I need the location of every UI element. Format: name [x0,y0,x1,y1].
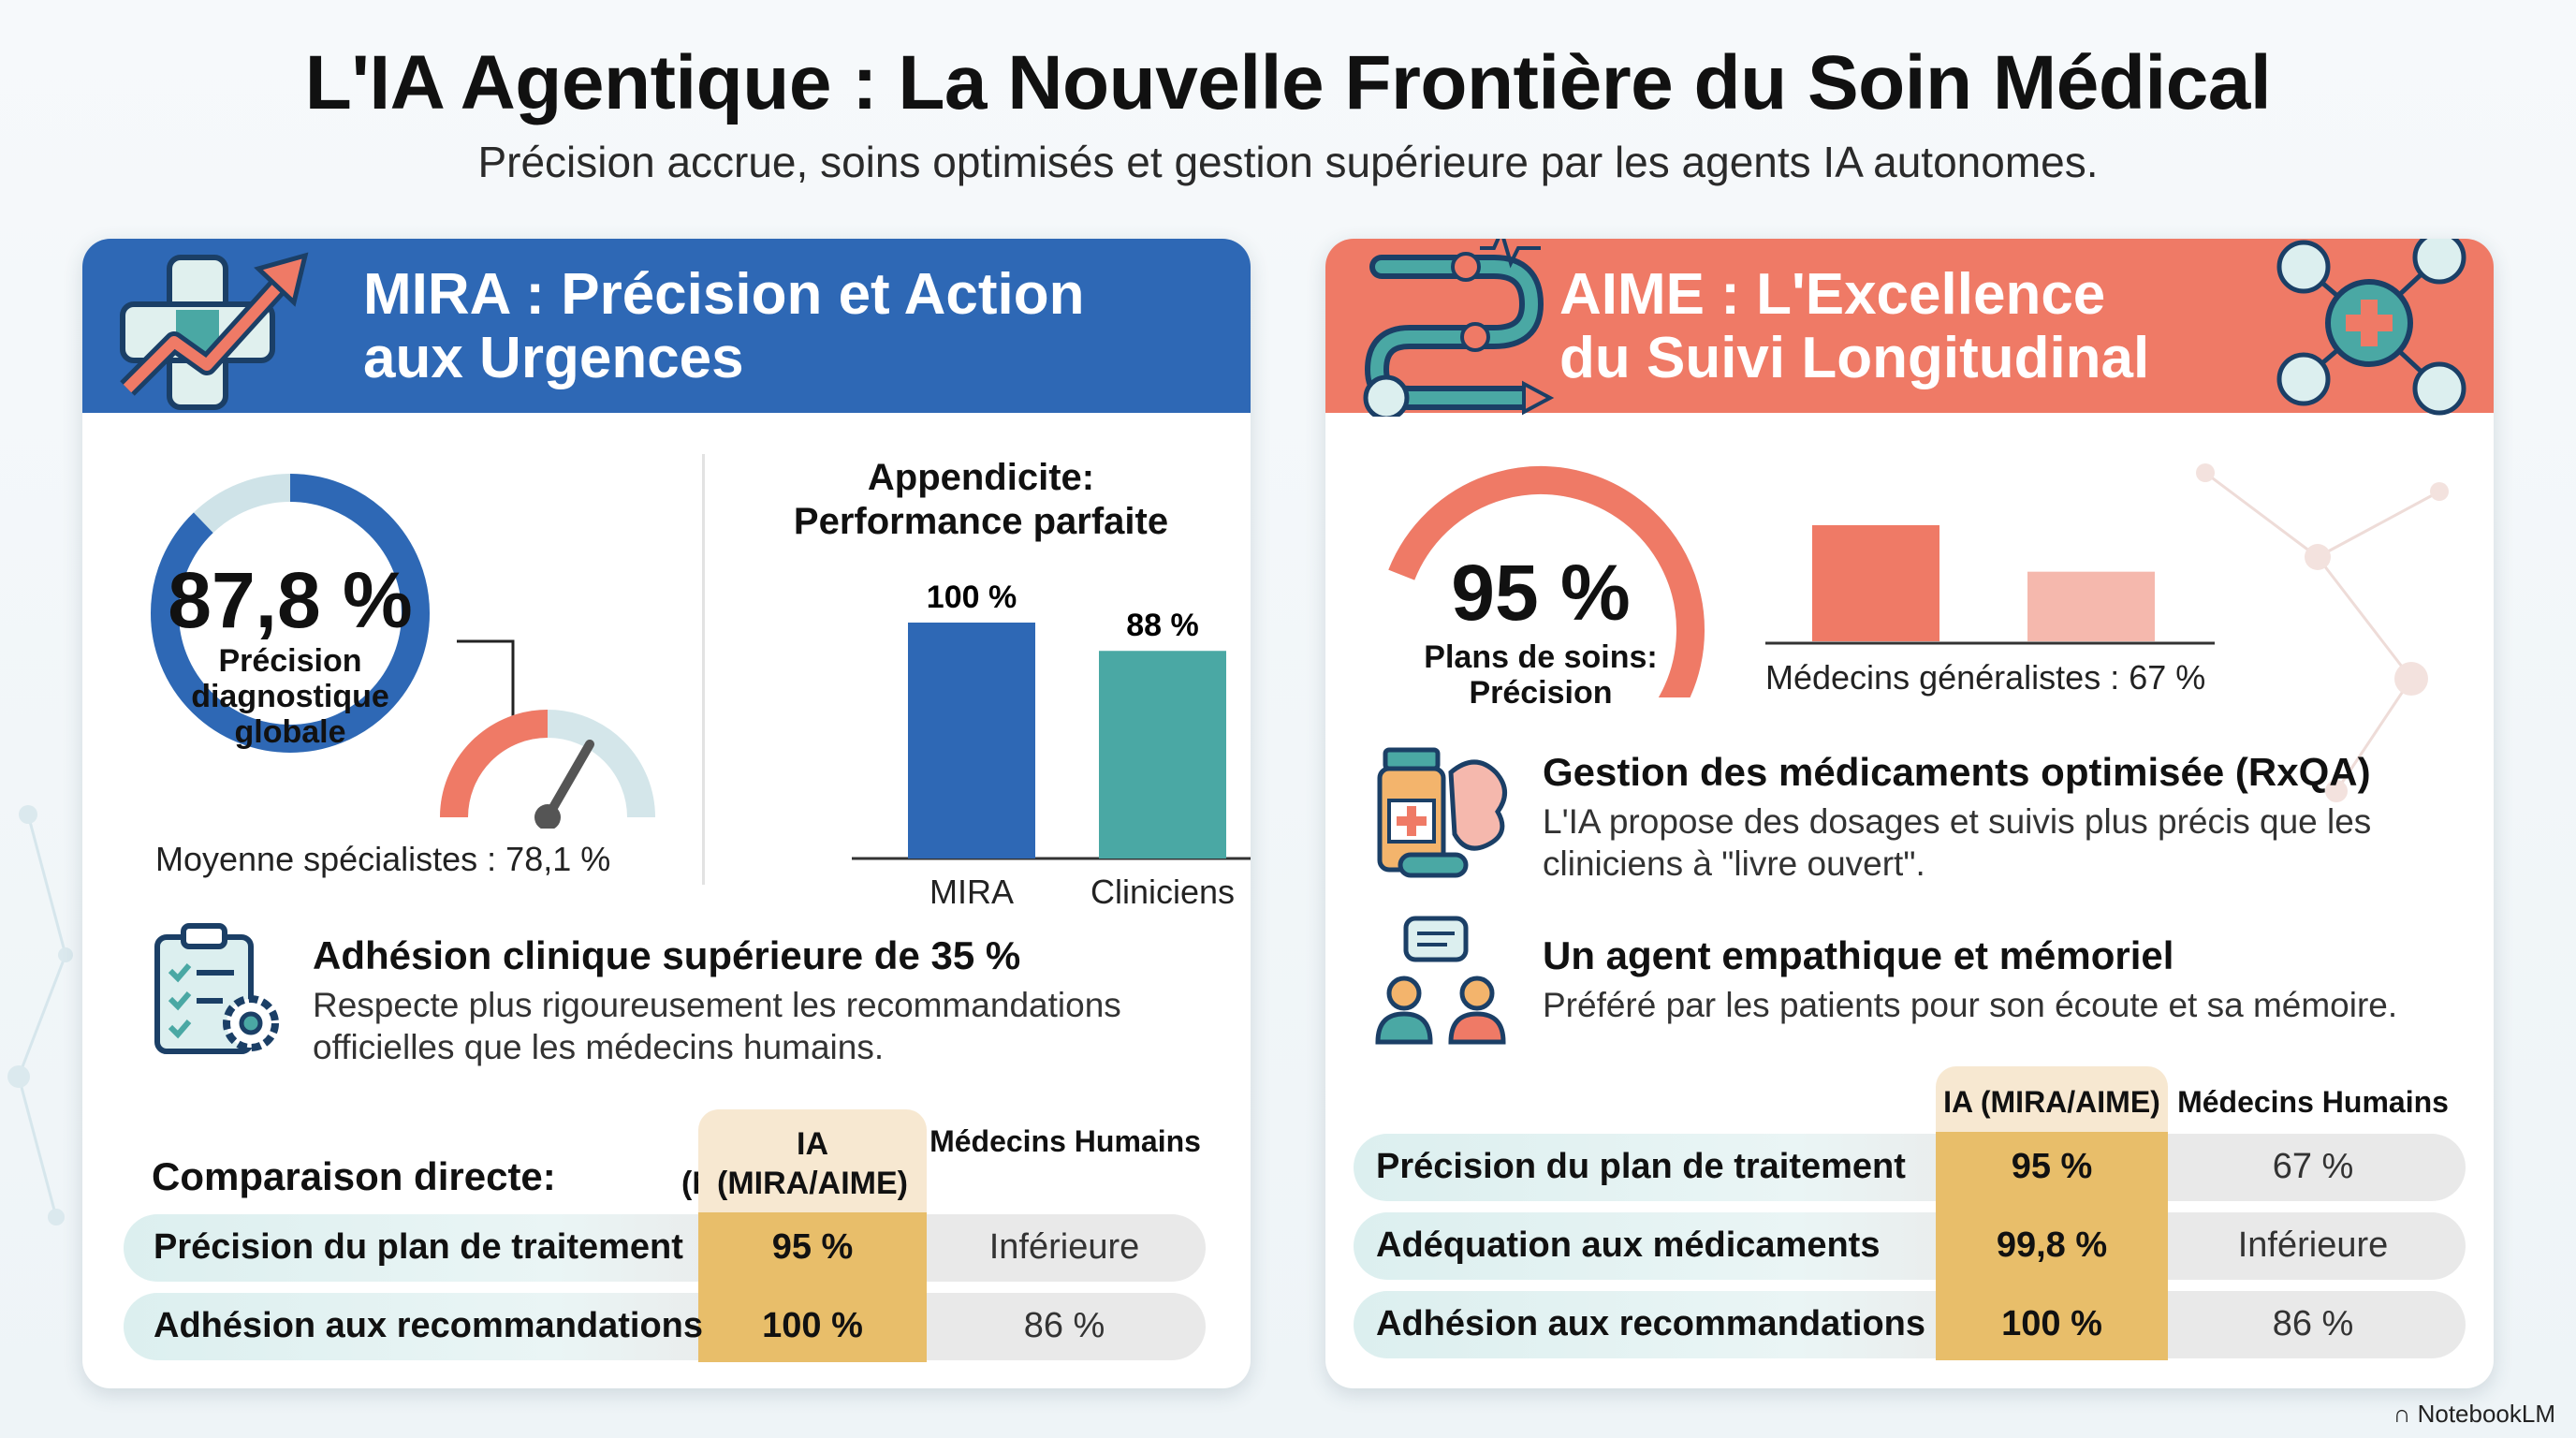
mira-doctor-column-header: Médecins Humains [929,1124,1201,1158]
gp-comparison-bars [1765,525,2215,645]
rxqa-description: L'IA propose des dosages et suivis plus … [1543,802,2372,883]
aime-row-doctor-value: 67 % [2272,1147,2354,1186]
card-network-decoration [2196,463,2449,802]
notebooklm-logo: ∩ NotebookLM [2393,1400,2555,1429]
appendicite-bar-chart: 100 % MIRA 88 % Cliniciens [852,580,1251,911]
aime-ai-column-header: IA (MIRA/AIME) [1943,1085,2160,1119]
specialist-average: Moyenne spécialistes : 78,1 % [155,840,611,878]
bar-value-label: 88 % [1126,608,1199,643]
donut-caption: Précision diagnostique globale [191,643,389,750]
aime-table-row [1354,1291,2466,1358]
mira-ai-column [698,1212,927,1362]
aime-card: AIME : L'Excellence du Suivi Longitudina… [1325,239,2494,1388]
mira-table-row [124,1293,1206,1360]
gauge-value: 95 % [1451,549,1631,637]
aime-row-doctor-value: Inférieure [2237,1225,2389,1265]
aime-ai-column-top [1936,1066,2168,1141]
care-plan-accuracy-gauge [1388,466,1705,697]
notebooklm-icon: ∩ [2393,1400,2411,1428]
donut-value: 87,8 % [168,556,413,644]
notebooklm-label: NotebookLM [2417,1400,2555,1428]
background-network-decoration [7,805,73,1225]
medical-cross-growth-icon [120,252,309,410]
mira-header: MIRA : Précision et Action aux Urgences [82,239,1251,413]
mira-row-label: Précision du plan de traitement [154,1227,683,1267]
bar-cliniciens [1099,651,1226,858]
section-divider [702,454,705,885]
specialist-gauge-icon [440,710,655,829]
mira-row-doctor-value: 86 % [1023,1306,1105,1345]
mira-card: MIRA : Précision et Action aux Urgences … [82,239,1251,1388]
empathic-agent-title: Un agent empathique et mémoriel [1543,933,2174,977]
aime-title: AIME : L'Excellence du Suivi Longitudina… [1559,262,2150,390]
aime-row-doctor-value: 86 % [2272,1304,2354,1343]
comparison-heading: Comparaison directe: [152,1154,556,1198]
gauge-caption: Plans de soins: Précision [1424,639,1658,711]
health-network-icon [2276,239,2466,416]
mira-row-ai-value: 95 % [771,1227,854,1267]
mira-row-ai-value: 100 % [762,1306,863,1345]
aime-doctor-column-header: Médecins Humains [2177,1085,2449,1119]
accuracy-donut [151,474,430,753]
aime-table-row [1354,1134,2466,1201]
clipboard-gear-icon [154,923,279,1054]
aime-ai-column [1936,1132,2168,1360]
bar-mira [908,623,1035,858]
aime-header: AIME : L'Excellence du Suivi Longitudina… [1325,239,2494,417]
comparison-bar [2027,571,2155,641]
adhesion-title: Adhésion clinique supérieure de 35 % [313,933,1021,977]
appendicite-title: Appendicite: Performance parfaite [793,457,1169,542]
bar-category-label: MIRA [929,873,1014,911]
adhesion-description: Respecte plus rigoureusement les recomma… [313,986,1121,1066]
gauge-fill [1388,466,1705,697]
rxqa-title: Gestion des médicaments optimisée (RxQA) [1543,750,2371,794]
aime-row-label: Adéquation aux médicaments [1376,1225,1881,1265]
patient-journey-path-icon [1363,239,1555,417]
aime-row-ai-value: 95 % [2011,1147,2093,1186]
mira-table-row [124,1214,1206,1282]
mira-ai-column-header-text: IA (MIRA/AIME) [717,1126,908,1201]
bar-value-label: 100 % [927,580,1017,615]
page-title: L'IA Agentique : La Nouvelle Frontière d… [304,40,2272,125]
medication-brain-icon [1377,747,1507,878]
aime-row-ai-value: 99,8 % [1996,1225,2108,1265]
mira-title: MIRA : Précision et Action aux Urgences [363,262,1085,390]
mira-ai-column-top [698,1109,927,1212]
mira-row-label: Adhésion aux recommandations [154,1306,704,1345]
mira-row-doctor-value: Inférieure [988,1227,1140,1267]
empathic-agent-description: Préféré par les patients pour son écoute… [1543,986,2398,1024]
page-subtitle: Précision accrue, soins optimisés et ges… [477,138,2099,186]
bar-category-label: Cliniciens [1090,873,1235,911]
gauge-connector [457,639,515,735]
empathic-agent-icon [1375,916,1506,1045]
aime-row-ai-value: 100 % [2001,1304,2102,1343]
aime-row-label: Précision du plan de traitement [1376,1147,1906,1186]
aime-row-label: Adhésion aux recommandations [1376,1304,1926,1343]
gp-note: Médecins généralistes : 67 % [1765,658,2206,697]
comparison-bar [1812,525,1939,641]
aime-table-row [1354,1212,2466,1280]
